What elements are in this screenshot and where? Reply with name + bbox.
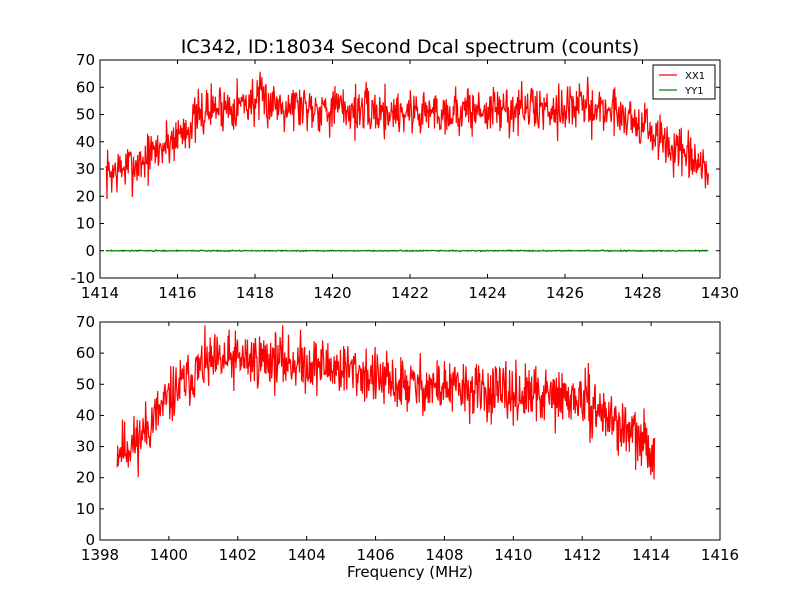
x-tick-label: 1426 xyxy=(546,284,584,302)
x-tick-label: 1402 xyxy=(219,546,257,564)
x-tick-label: 1424 xyxy=(468,284,506,302)
x-tick-label: 1400 xyxy=(150,546,188,564)
y-tick-label: 50 xyxy=(76,106,95,124)
legend-label-yy1: YY1 xyxy=(684,86,704,97)
y-tick-label: 20 xyxy=(76,187,95,205)
x-tick-label: 1414 xyxy=(632,546,670,564)
y-tick-label: 30 xyxy=(76,160,95,178)
y-tick-label: 60 xyxy=(76,344,95,362)
y-tick-label: 30 xyxy=(76,438,95,456)
bottom-x-axis-label: Frequency (MHz) xyxy=(347,563,473,581)
y-tick-label: 0 xyxy=(85,531,95,549)
y-tick-label: 40 xyxy=(76,406,95,424)
x-tick-label: 1418 xyxy=(236,284,274,302)
plot-frame xyxy=(99,321,721,541)
y-tick-label: 60 xyxy=(76,78,95,96)
top-panel: 1414 1416 1418 1420 1422 1424 1426 1428 1430 -10 0… xyxy=(71,51,740,302)
x-tick-label: 1430 xyxy=(701,284,739,302)
series-line-xx1 xyxy=(105,71,709,200)
x-tick-label: 1428 xyxy=(623,284,661,302)
series-line-xx1 xyxy=(116,325,656,480)
x-tick-label: 1422 xyxy=(391,284,429,302)
x-tick-label: 1404 xyxy=(288,546,326,564)
x-tick-label: 1408 xyxy=(425,546,463,564)
bottom-panel: 1398 1400 1402 1404 1406 1408 1410 1412 1414 1416… xyxy=(76,313,739,564)
y-tick-label: 70 xyxy=(76,51,95,69)
legend-label-xx1: XX1 xyxy=(685,71,705,82)
x-tick-label: 1398 xyxy=(81,546,119,564)
series-line-yy1 xyxy=(105,249,709,253)
x-tick-label: 1406 xyxy=(356,546,394,564)
x-tick-label: 1416 xyxy=(158,284,196,302)
x-tick-label: 1410 xyxy=(494,546,532,564)
figure-title: IC342, ID:18034 Second Dcal spectrum (co… xyxy=(181,36,640,58)
y-tick-label: 10 xyxy=(76,215,95,233)
y-tick-label: 50 xyxy=(76,375,95,393)
y-tick-label: 70 xyxy=(76,313,95,331)
legend-box xyxy=(652,64,716,100)
y-tick-label: 40 xyxy=(76,133,95,151)
x-tick-label: 1412 xyxy=(563,546,601,564)
x-tick-label: 1414 xyxy=(81,284,119,302)
y-tick-label: 0 xyxy=(85,242,95,260)
y-tick-label: 10 xyxy=(76,500,95,518)
x-tick-label: 1416 xyxy=(701,546,739,564)
y-tick-label: 20 xyxy=(76,469,95,487)
y-tick-label: -10 xyxy=(71,269,96,287)
x-tick-label: 1420 xyxy=(313,284,351,302)
